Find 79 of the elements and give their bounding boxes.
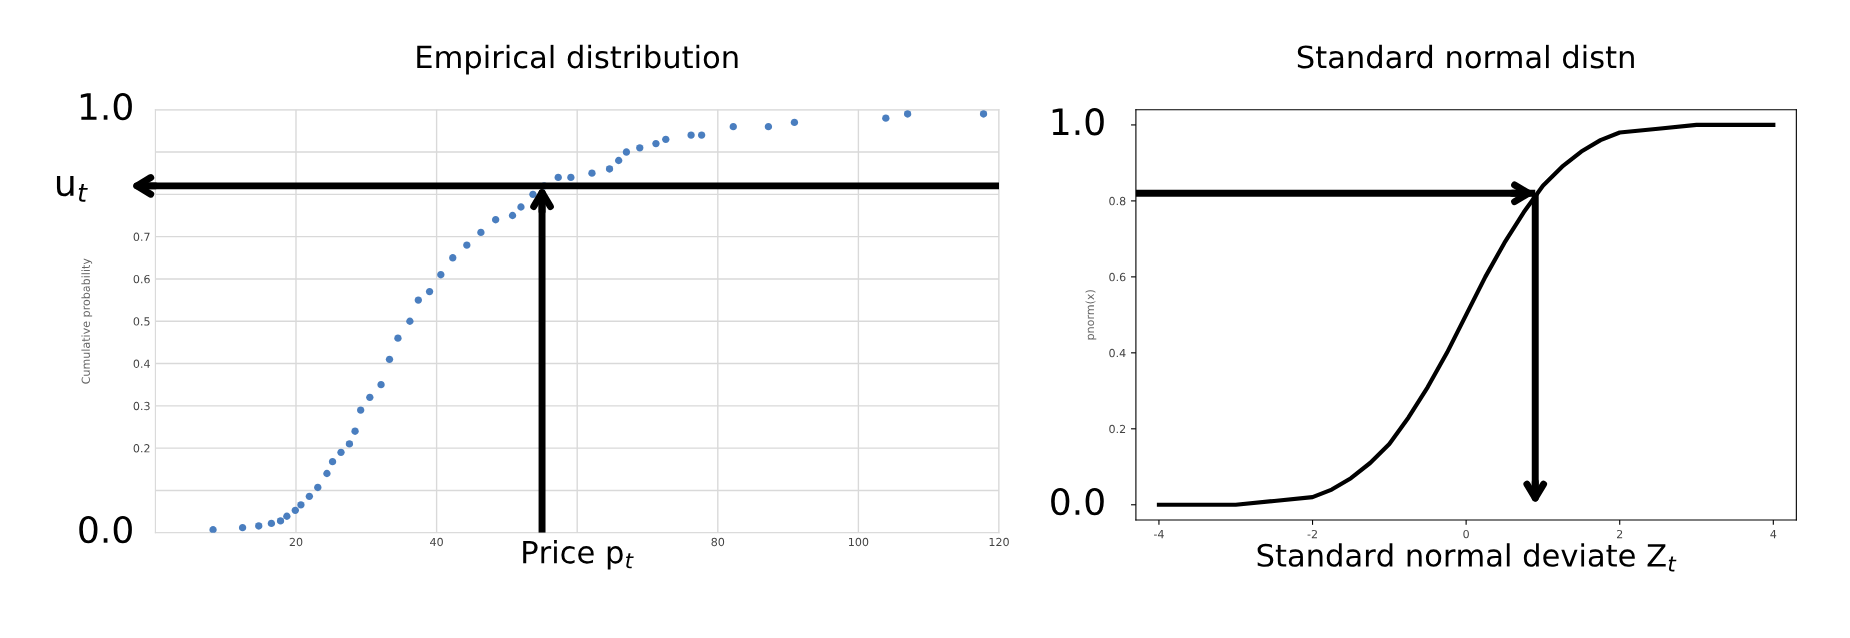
ref-line-label: u$_{t}$ <box>56 175 88 202</box>
point <box>882 114 890 122</box>
point <box>283 512 291 520</box>
point <box>267 519 276 528</box>
point <box>508 211 517 220</box>
point <box>238 523 247 532</box>
y-tick-label: 0.8 <box>1109 196 1126 206</box>
y-tick-label: 0.3 <box>133 401 150 411</box>
point <box>357 406 365 414</box>
point <box>729 122 737 131</box>
x-tick-label: 80 <box>711 537 725 547</box>
point <box>979 110 988 118</box>
chart-title: Standard normal distn <box>1297 44 1634 69</box>
y-axis-title: pnorm(x) <box>1085 290 1097 340</box>
point <box>615 156 623 165</box>
point <box>517 203 525 211</box>
point <box>491 216 500 224</box>
x-axis-title: Standard normal deviate Z$_{t}$ <box>1257 543 1677 572</box>
point <box>697 131 706 139</box>
point <box>366 393 374 402</box>
x-axis-title: Price p$_{t}$ <box>523 540 634 570</box>
point <box>406 317 414 325</box>
x-tick-label: 0 <box>1463 529 1469 539</box>
chart-title: Empirical distribution <box>417 44 738 75</box>
point <box>764 122 773 131</box>
x-tick-label: 4 <box>1770 530 1777 539</box>
point <box>652 139 660 148</box>
point <box>351 427 359 435</box>
point <box>463 241 471 249</box>
point <box>567 173 575 182</box>
y-tick-label: 0.5 <box>133 317 150 326</box>
x-tick-label: 100 <box>849 537 869 547</box>
point <box>328 457 337 466</box>
point <box>554 173 562 182</box>
point <box>385 355 394 363</box>
x-tick-label: -2 <box>1307 529 1317 539</box>
point <box>790 118 799 127</box>
text: 0.0 <box>79 515 132 544</box>
point <box>394 334 402 342</box>
point <box>255 522 263 530</box>
point <box>437 271 445 279</box>
point <box>622 148 631 156</box>
point <box>903 110 912 118</box>
point <box>477 228 485 237</box>
point <box>687 131 695 139</box>
x-tick-label: 40 <box>430 537 443 547</box>
point <box>314 483 322 492</box>
y-tick-label: 0.6 <box>1109 272 1126 282</box>
point <box>425 287 434 296</box>
point <box>636 144 644 152</box>
y-tick-label: 0.2 <box>1109 424 1126 434</box>
point <box>588 169 596 177</box>
text: 1.0 <box>80 92 132 121</box>
point <box>529 190 537 199</box>
point <box>662 135 670 144</box>
x-tick-label: 2 <box>1617 529 1623 539</box>
point <box>337 448 345 457</box>
point <box>323 469 331 478</box>
point <box>297 501 305 509</box>
point <box>276 517 285 525</box>
x-tick-label: 120 <box>989 537 1009 547</box>
y-tick-label: 0.4 <box>133 359 150 368</box>
point <box>414 296 422 304</box>
point <box>305 492 314 501</box>
y-tick-label: 0.4 <box>1109 348 1126 358</box>
text: 0.0 <box>1051 487 1104 516</box>
y-tick-label: 0.7 <box>133 232 150 242</box>
x-tick-label: -4 <box>1153 530 1164 539</box>
point <box>605 165 614 173</box>
y-axis-title: Cumulative probability <box>81 258 93 384</box>
point <box>209 526 217 533</box>
point <box>449 254 457 262</box>
y-tick-label: 0.6 <box>133 274 150 284</box>
x-tick-label: 20 <box>289 537 303 547</box>
text: 1.0 <box>1052 108 1104 136</box>
point <box>291 506 299 514</box>
point <box>377 381 385 389</box>
point <box>345 440 354 448</box>
y-tick-label: 0.2 <box>133 444 150 453</box>
